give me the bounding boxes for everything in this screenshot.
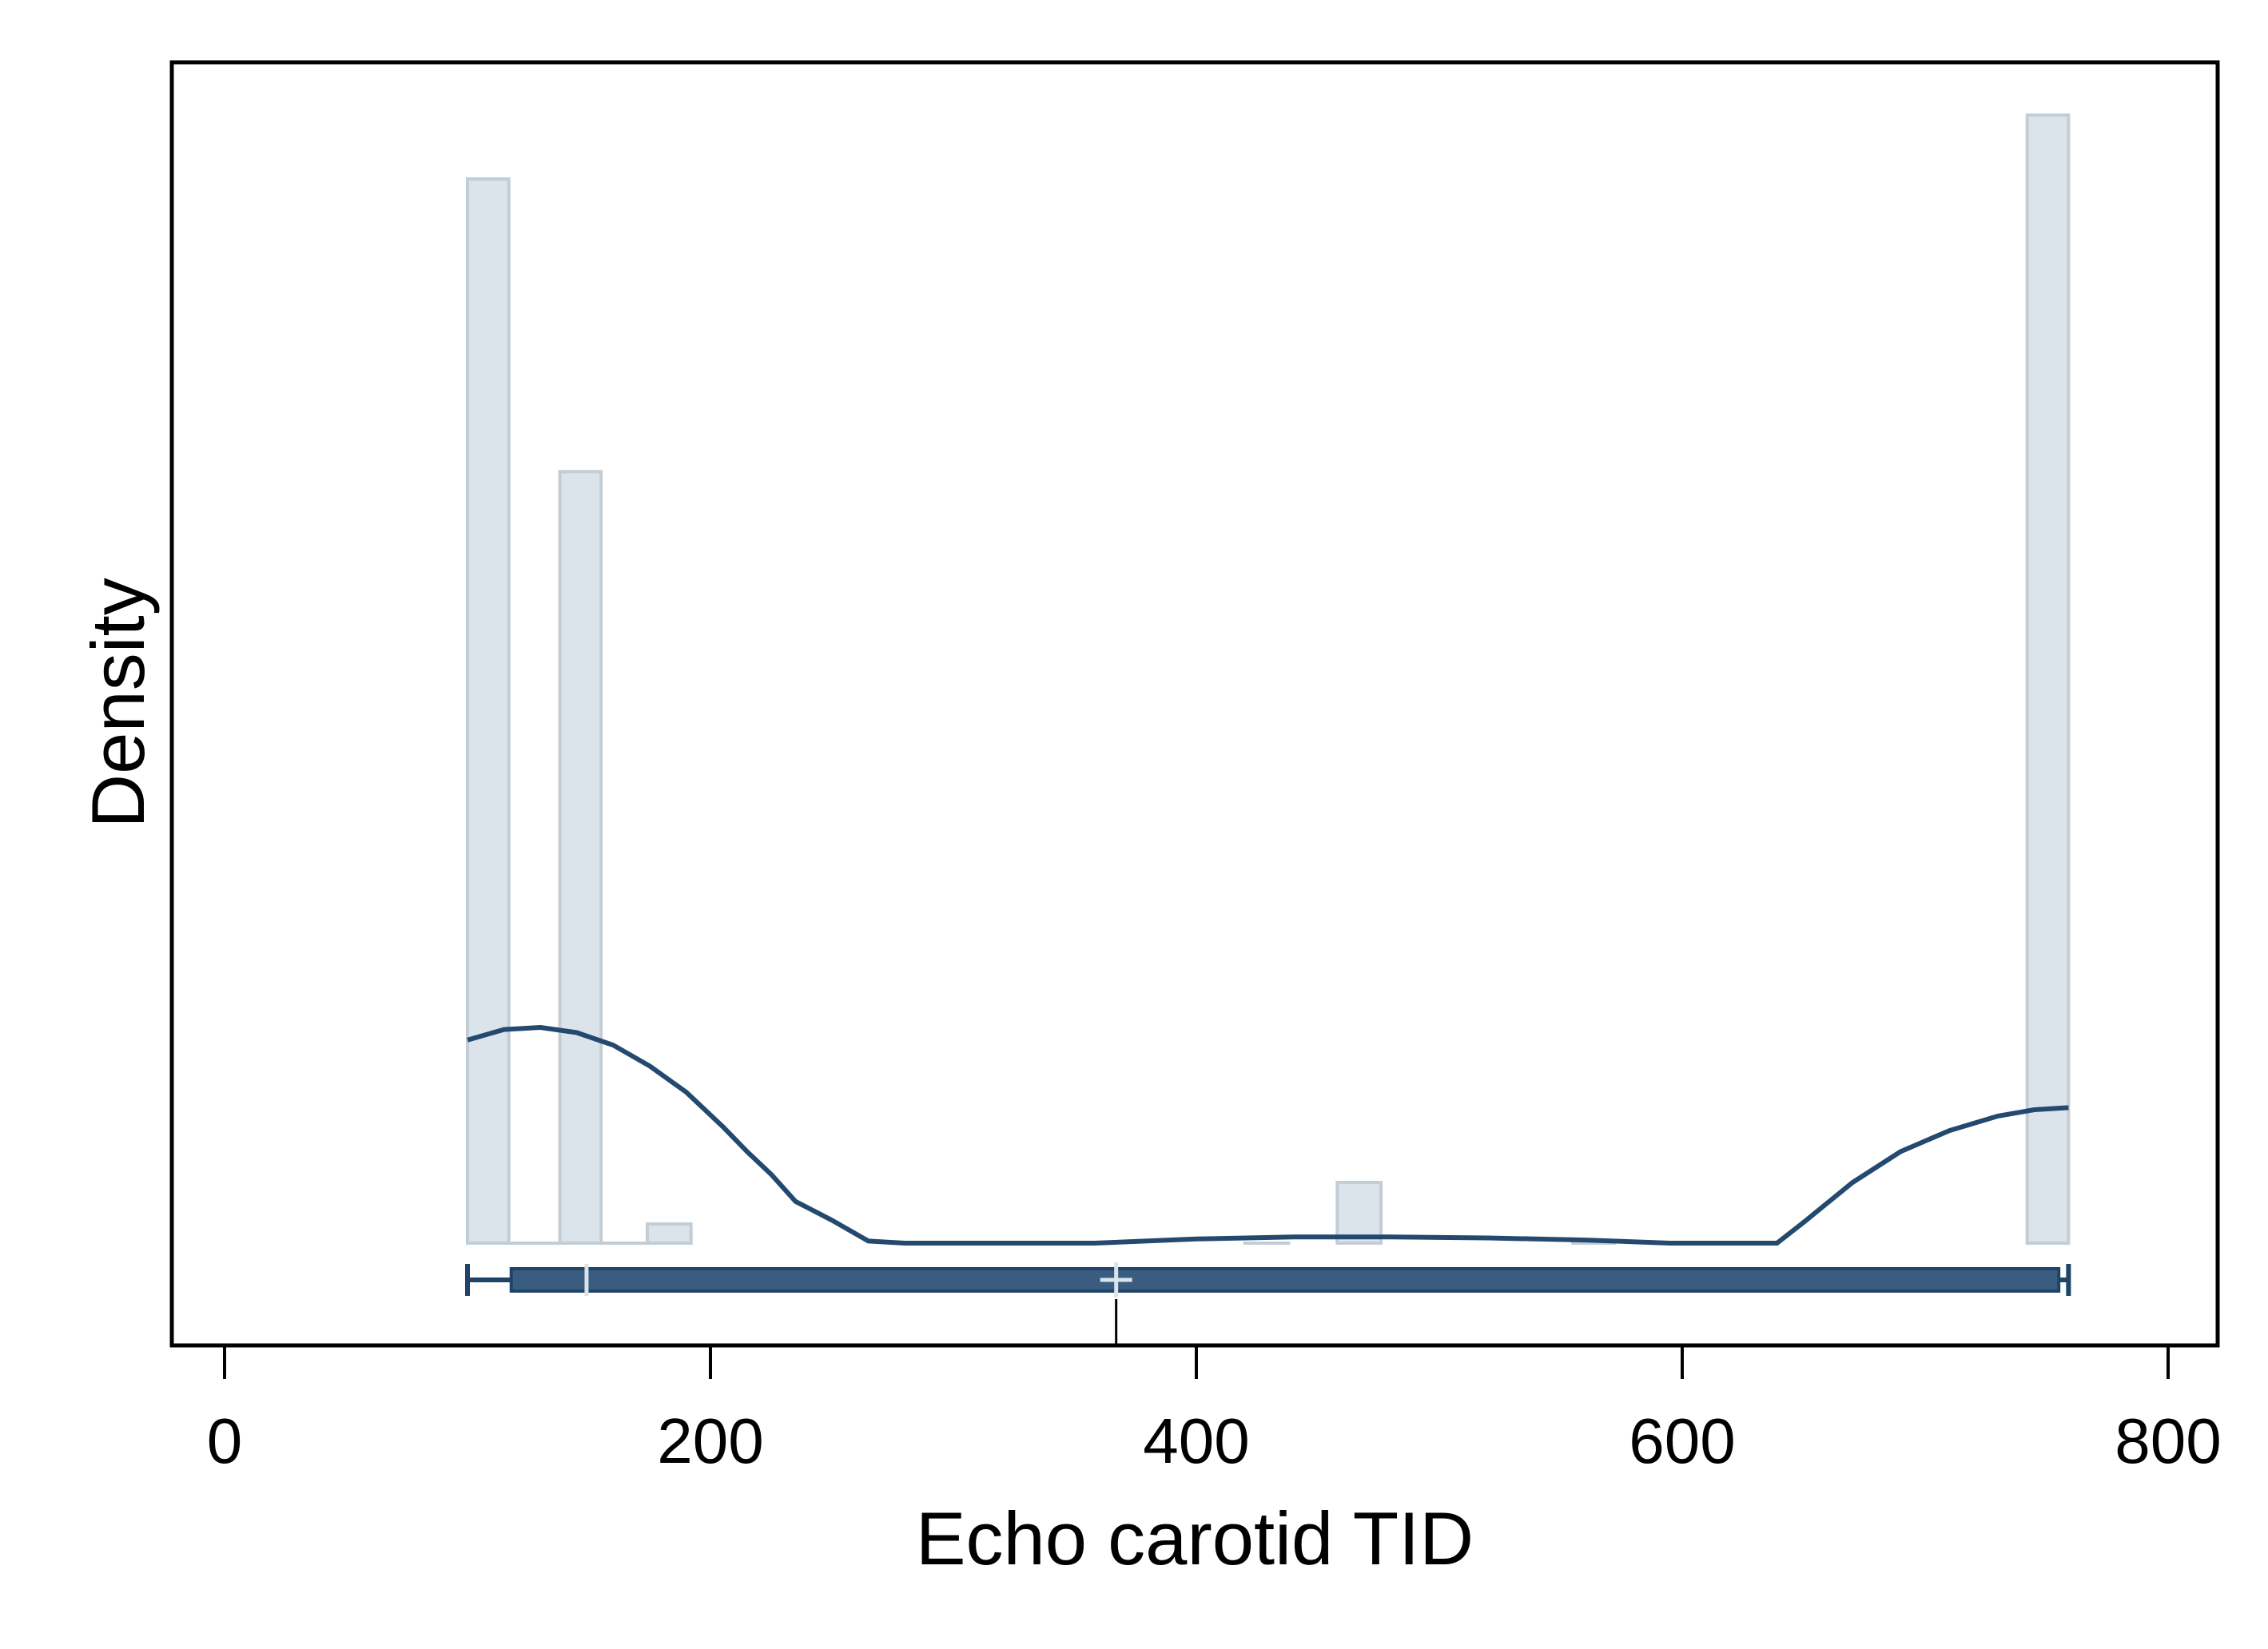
x-axis: 0 200 400 600 800 [207,1345,2222,1476]
histogram-bar [1335,1181,1383,1246]
density-curve [467,1025,2069,1246]
plot-frame [169,60,2220,1348]
histogram-bar [558,470,603,1245]
y-axis-title: Density [76,578,160,828]
x-tick-label: 600 [1629,1405,1735,1476]
x-tick-label: 0 [207,1405,243,1476]
histogram-bar [466,177,511,1245]
boxplot-box [509,1267,2061,1293]
histogram-bar [2025,113,2071,1246]
x-tick-label: 800 [2115,1405,2221,1476]
x-axis-title: Echo carotid TID [916,1496,1474,1580]
x-tick-label: 400 [1143,1405,1249,1476]
x-tick-label: 200 [657,1405,763,1476]
boxplot [465,1262,2071,1345]
histogram [466,113,2071,1246]
histogram-bar [645,1222,693,1246]
